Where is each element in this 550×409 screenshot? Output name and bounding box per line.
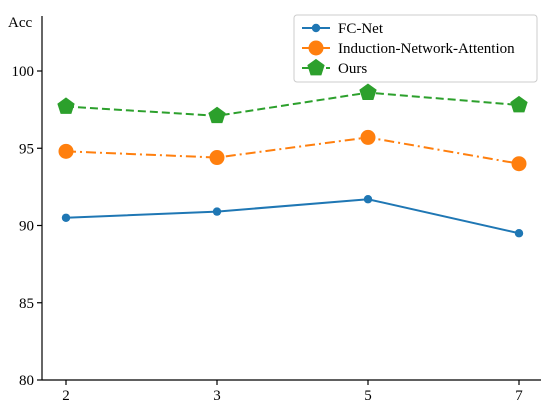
x-tick-label: 3: [213, 388, 221, 404]
data-point: [212, 207, 222, 216]
y-tick-label: 90: [19, 219, 34, 235]
y-ticks: 80 85 90 95 100: [12, 64, 42, 389]
series-induction-network-attention: [58, 129, 527, 172]
x-tick-label: 5: [364, 388, 372, 404]
legend-item: Ours: [302, 58, 367, 77]
data-point: [511, 156, 527, 172]
legend: FC-Net Induction-Network-Attention Ours: [293, 14, 538, 83]
x-tick-label: 7: [515, 388, 523, 404]
y-tick-label: 85: [19, 296, 34, 312]
y-tick-label: 100: [12, 64, 35, 80]
series-line: [65, 136, 520, 165]
data-point: [61, 213, 71, 222]
data-point: [58, 143, 74, 159]
legend-marker: [311, 23, 321, 33]
x-ticks: 2 3 5 7: [62, 380, 523, 404]
series-line: [65, 198, 520, 235]
data-point: [360, 129, 376, 145]
series-fc-net: [61, 195, 524, 238]
data-point: [514, 229, 524, 238]
series-line: [65, 91, 520, 117]
data-point: [208, 106, 226, 124]
series-layer: [57, 83, 528, 238]
legend-marker: [307, 58, 325, 76]
y-tick-label: 95: [19, 141, 34, 157]
data-point: [209, 150, 225, 166]
x-tick-label: 2: [62, 388, 70, 404]
y-tick-label: 80: [19, 373, 34, 389]
data-point: [510, 95, 528, 113]
data-point: [363, 195, 373, 204]
series-ours: [57, 83, 528, 124]
legend-marker: [308, 40, 324, 56]
data-point: [57, 97, 75, 114]
legend-label: Induction-Network-Attention: [338, 41, 515, 57]
legend-item: Induction-Network-Attention: [302, 40, 515, 57]
axes: Acc: [8, 15, 541, 381]
legend-item: FC-Net: [302, 21, 384, 37]
y-axis-title: Acc: [8, 15, 32, 31]
legend-label: FC-Net: [338, 21, 384, 37]
legend-box: [293, 14, 538, 83]
legend-label: Ours: [338, 61, 367, 77]
data-point: [359, 83, 377, 101]
